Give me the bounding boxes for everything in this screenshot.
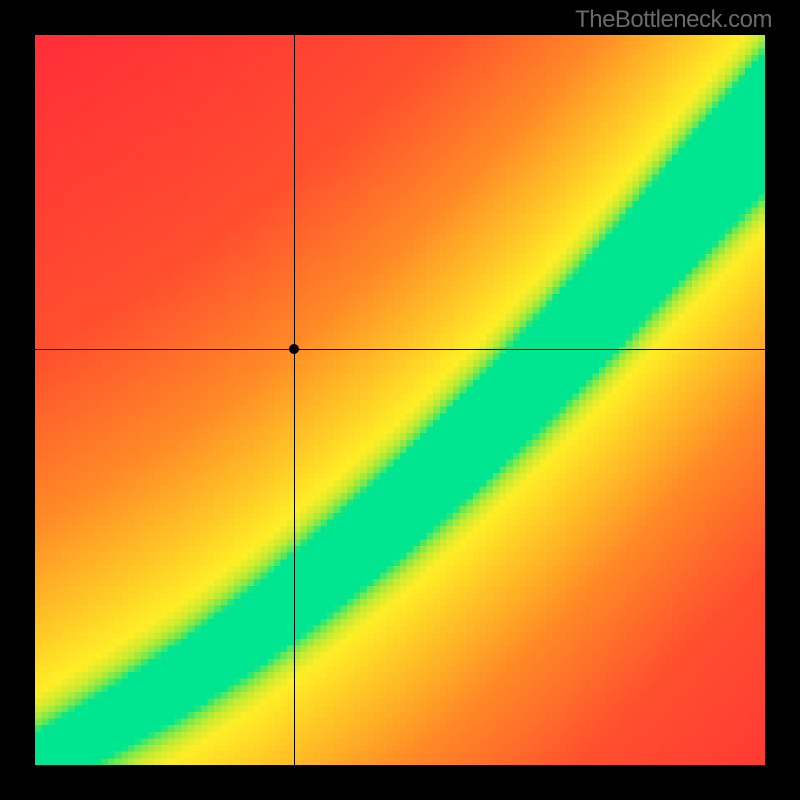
crosshair-horizontal <box>35 349 765 350</box>
watermark-text: TheBottleneck.com <box>575 6 772 34</box>
heatmap-canvas-wrap <box>35 35 765 765</box>
plot-area <box>35 35 765 765</box>
marker-dot <box>289 344 299 354</box>
heatmap-canvas <box>35 35 765 765</box>
crosshair-vertical <box>294 35 295 765</box>
